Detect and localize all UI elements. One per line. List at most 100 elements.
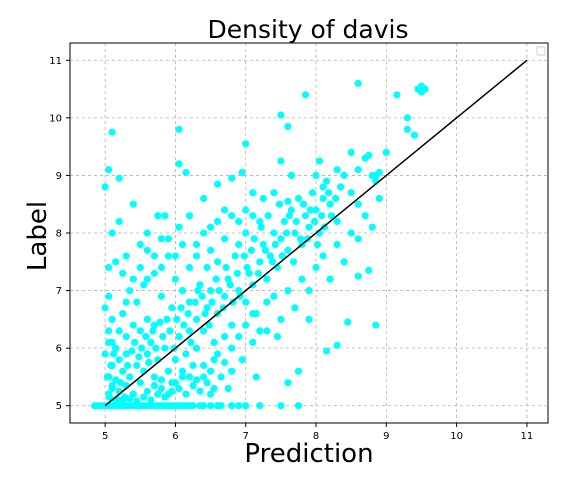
data-point	[311, 217, 319, 226]
data-point	[157, 384, 165, 393]
data-point	[171, 252, 179, 260]
data-point	[242, 140, 250, 148]
data-point	[208, 298, 216, 306]
data-point	[182, 350, 190, 358]
data-point	[306, 206, 314, 214]
data-point	[277, 315, 285, 323]
x-tick-label: 6	[172, 431, 178, 442]
data-point	[271, 240, 279, 249]
data-point	[157, 235, 165, 243]
data-point	[108, 315, 116, 323]
data-point	[263, 327, 271, 335]
data-point	[164, 252, 172, 260]
data-point	[110, 350, 118, 358]
data-point	[143, 315, 151, 323]
data-point	[105, 263, 113, 272]
data-point	[178, 373, 187, 381]
data-point	[182, 168, 190, 177]
data-point	[242, 402, 250, 410]
data-point	[143, 246, 151, 254]
data-point	[372, 321, 380, 329]
data-point	[242, 206, 250, 214]
data-point	[332, 194, 340, 203]
data-point	[347, 189, 355, 197]
data-point	[228, 367, 236, 375]
data-point	[294, 367, 303, 375]
data-point	[326, 200, 334, 208]
data-point	[333, 240, 341, 249]
data-point	[228, 344, 236, 352]
data-point	[375, 194, 383, 203]
data-point	[154, 390, 162, 398]
data-point	[284, 379, 292, 387]
data-point	[266, 252, 274, 260]
data-point	[115, 174, 123, 182]
data-point	[117, 379, 125, 387]
data-point	[344, 318, 352, 326]
data-point	[273, 333, 281, 341]
data-point	[143, 350, 151, 358]
y-tick-label: 5	[56, 401, 62, 412]
data-point	[119, 310, 127, 318]
data-point	[200, 361, 208, 369]
data-point	[250, 235, 258, 243]
data-point	[131, 338, 139, 346]
data-point	[247, 246, 255, 254]
data-point	[318, 212, 326, 220]
data-point	[189, 382, 197, 390]
data-point	[175, 223, 183, 231]
data-point	[191, 298, 199, 306]
data-point	[201, 310, 209, 318]
data-point	[133, 397, 141, 405]
data-point	[164, 235, 172, 243]
data-point	[277, 235, 285, 243]
data-point	[192, 252, 201, 260]
data-point	[133, 361, 141, 369]
data-point	[122, 252, 130, 260]
data-point	[185, 212, 194, 220]
data-point	[212, 275, 220, 283]
data-point	[238, 168, 246, 177]
data-point	[289, 258, 298, 266]
data-point	[403, 114, 411, 122]
data-point	[263, 298, 271, 306]
y-tick-label: 10	[49, 113, 62, 124]
data-point	[319, 194, 327, 203]
data-point	[185, 373, 194, 381]
data-point	[235, 240, 243, 249]
data-point	[196, 281, 204, 289]
data-point	[235, 217, 243, 226]
data-point	[200, 373, 208, 381]
data-point	[161, 344, 169, 352]
data-point	[319, 183, 327, 191]
y-axis-ticks: 5 6 7 8 9 10 11	[49, 56, 70, 412]
data-point	[278, 252, 286, 260]
data-point	[294, 402, 303, 410]
data-point	[122, 333, 130, 341]
data-point	[142, 333, 150, 341]
data-point	[226, 281, 234, 289]
data-point	[177, 304, 185, 312]
data-point	[333, 217, 341, 226]
data-point	[203, 379, 211, 387]
y-tick-label: 6	[56, 344, 62, 355]
data-point	[347, 229, 355, 237]
data-point	[136, 379, 144, 387]
data-point	[192, 344, 201, 352]
data-point	[150, 252, 158, 260]
data-point	[207, 246, 215, 254]
data-point	[224, 384, 232, 393]
data-point	[115, 217, 123, 226]
data-point	[143, 229, 151, 237]
data-point	[101, 183, 109, 191]
data-point	[284, 246, 292, 254]
data-point	[221, 235, 229, 243]
y-axis-label: Label	[23, 201, 53, 271]
data-point	[270, 292, 278, 300]
data-point	[242, 229, 250, 237]
data-point	[238, 356, 246, 364]
data-point	[252, 373, 260, 381]
data-point	[305, 287, 313, 295]
data-point	[233, 269, 241, 277]
data-point	[178, 367, 187, 375]
